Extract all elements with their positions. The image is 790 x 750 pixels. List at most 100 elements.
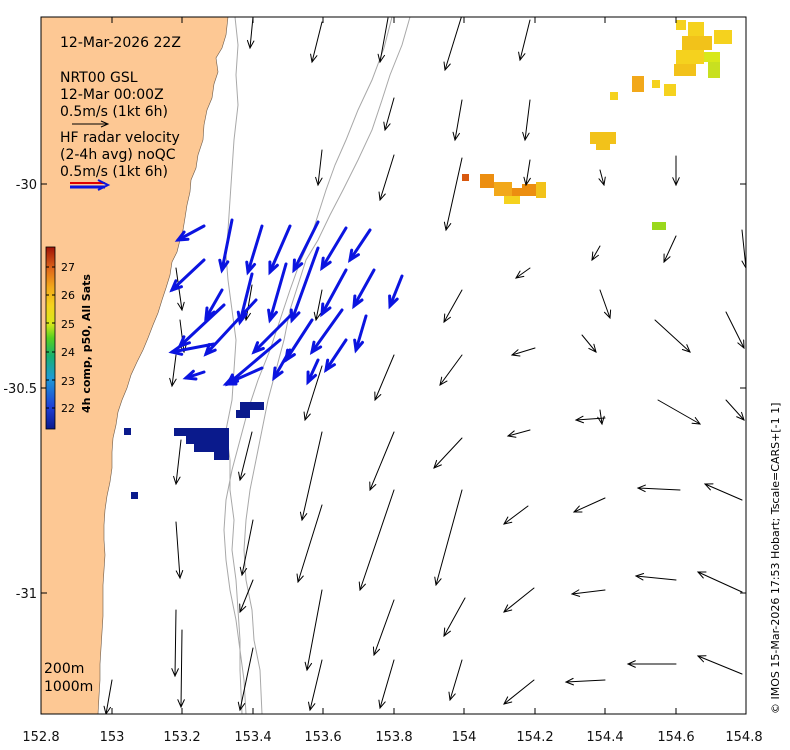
model-arrow xyxy=(572,497,606,513)
model-arrow xyxy=(383,97,395,132)
hf-radar-arrow xyxy=(283,318,314,364)
hf-radar-arrow xyxy=(204,288,224,322)
model-arrow xyxy=(599,289,612,320)
isobath-label-200m: 200m xyxy=(44,661,84,677)
model-arrow xyxy=(510,347,536,357)
model-arrow xyxy=(315,149,323,187)
x-tick-label: 154.2 xyxy=(516,730,553,745)
hf-radar-arrow xyxy=(347,228,372,264)
x-tick-label: 154 xyxy=(452,730,477,745)
model-arrow xyxy=(574,415,606,424)
axis-ticks xyxy=(40,17,747,714)
model-arrow xyxy=(672,155,680,187)
hf-radar-arrow xyxy=(182,369,206,381)
model-arrow xyxy=(308,659,323,712)
model-arrow xyxy=(169,354,177,388)
hf-radar-arrow xyxy=(388,274,404,310)
sst-pixels xyxy=(124,20,732,499)
hf-radar-averaging: (2-4h avg) noQC xyxy=(60,147,176,163)
isobath-1000m xyxy=(243,17,411,714)
model-arrow xyxy=(433,437,463,469)
colorbar-gradient xyxy=(45,246,56,430)
model-arrow xyxy=(564,677,606,686)
hf-radar-arrows xyxy=(168,218,404,387)
colorbar-tick-label: 25 xyxy=(61,318,75,331)
hf-radar-arrow xyxy=(168,342,216,356)
model-arrow xyxy=(171,609,179,678)
model-arrow xyxy=(598,169,606,187)
model-arrow xyxy=(570,589,606,597)
model-arrow xyxy=(358,489,395,592)
model-time: 12-Mar 00:00Z xyxy=(60,87,164,103)
x-tick-label: 153.4 xyxy=(234,730,271,745)
model-arrow xyxy=(522,99,531,142)
model-arrow xyxy=(177,629,185,709)
valid-datetime: 12-Mar-2026 22Z xyxy=(60,35,181,51)
colorbar-tick-label: 27 xyxy=(61,261,75,274)
hf-radar-arrow xyxy=(272,348,292,382)
colorbar-title: 4h comp, p50, All Sats xyxy=(80,274,93,413)
model-arrow xyxy=(725,399,745,421)
model-arrow xyxy=(452,99,463,142)
credit-text: © IMOS 15-Mar-2026 17:53 Hobart; Tscale=… xyxy=(769,403,782,714)
colorbar: 22 23 24 25 26 27 4h comp, p50, All Sats xyxy=(45,246,93,430)
y-tick-label: -31 xyxy=(16,587,37,602)
hf-radar-title: HF radar velocity xyxy=(60,130,180,146)
model-arrow xyxy=(725,311,745,350)
model-arrow xyxy=(696,655,743,675)
model-arrow xyxy=(506,429,531,438)
hf-radar-scale-arrow xyxy=(70,179,111,191)
x-tick-label: 152.8 xyxy=(22,730,59,745)
model-arrow xyxy=(626,660,677,668)
y-tick-label: -30.5 xyxy=(3,382,37,397)
model-arrow xyxy=(372,599,395,657)
model-arrow xyxy=(518,19,531,62)
x-tick-label: 154.4 xyxy=(586,730,623,745)
hf-radar-arrow xyxy=(353,314,368,354)
x-tick-labels: 152.8 153 153.2 153.4 153.6 153.8 154 15… xyxy=(22,730,762,745)
hf-radar-arrow xyxy=(203,298,258,357)
land-mass xyxy=(41,17,229,714)
info-panel: 12-Mar-2026 22Z NRT00 GSL 12-Mar 00:00Z … xyxy=(60,35,181,191)
model-arrow xyxy=(296,504,323,584)
hf-radar-arrow xyxy=(251,312,294,355)
model-arrow xyxy=(238,431,253,482)
model-arrow xyxy=(503,505,529,525)
hf-radar-arrow xyxy=(169,258,206,293)
model-arrow xyxy=(313,289,323,322)
model-arrow xyxy=(515,267,531,279)
model-arrow xyxy=(443,157,463,232)
model-arrow xyxy=(503,587,535,613)
model-name: NRT00 GSL xyxy=(60,70,138,86)
model-arrow xyxy=(237,647,254,712)
model-arrow xyxy=(378,154,395,202)
x-tick-label: 153.6 xyxy=(304,730,341,745)
hf-radar-scale: 0.5m/s (1kt 6h) xyxy=(60,164,168,180)
model-arrow xyxy=(310,21,323,64)
x-tick-label: 154.6 xyxy=(657,730,694,745)
model-arrow xyxy=(503,679,535,705)
hf-radar-arrow xyxy=(245,224,264,276)
model-arrow xyxy=(239,579,254,614)
isobath-label-1000m: 1000m xyxy=(44,679,93,695)
isobath-200m xyxy=(225,17,243,714)
x-tick-label: 153.8 xyxy=(375,730,412,745)
y-tick-labels: -30 -30.5 -31 xyxy=(3,178,37,602)
model-arrow xyxy=(103,679,113,714)
hf-radar-arrow xyxy=(268,224,292,276)
model-arrow xyxy=(443,597,466,638)
model-arrow xyxy=(741,229,746,269)
model-arrow xyxy=(179,319,187,354)
model-scale: 0.5m/s (1kt 6h) xyxy=(60,104,168,120)
model-arrow xyxy=(597,409,605,426)
model-arrow xyxy=(448,659,463,702)
model-arrow xyxy=(663,235,677,264)
model-arrow xyxy=(523,159,531,187)
model-arrow xyxy=(443,289,463,324)
hf-radar-arrow xyxy=(309,308,344,355)
model-arrow xyxy=(173,439,182,486)
colorbar-tick-label: 24 xyxy=(61,346,75,359)
hf-radar-arrow xyxy=(323,338,348,374)
model-arrow xyxy=(703,483,743,501)
model-arrow xyxy=(239,519,254,577)
